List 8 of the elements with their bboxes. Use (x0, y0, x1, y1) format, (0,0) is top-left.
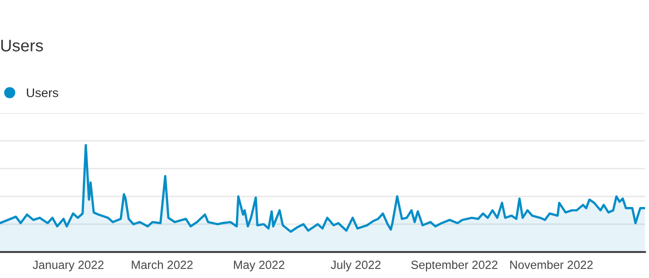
x-tick-label: November 2022 (510, 260, 593, 270)
x-tick-label: May 2022 (234, 260, 284, 272)
x-tick-label: September 2022 (411, 260, 498, 272)
x-tick-label: January 2022 (32, 260, 104, 272)
x-tick-label: March 2022 (132, 260, 193, 270)
x-tick-label: July 2022 (330, 260, 381, 272)
legend-label: Users (26, 88, 58, 98)
chart-title: Users (1, 40, 43, 52)
